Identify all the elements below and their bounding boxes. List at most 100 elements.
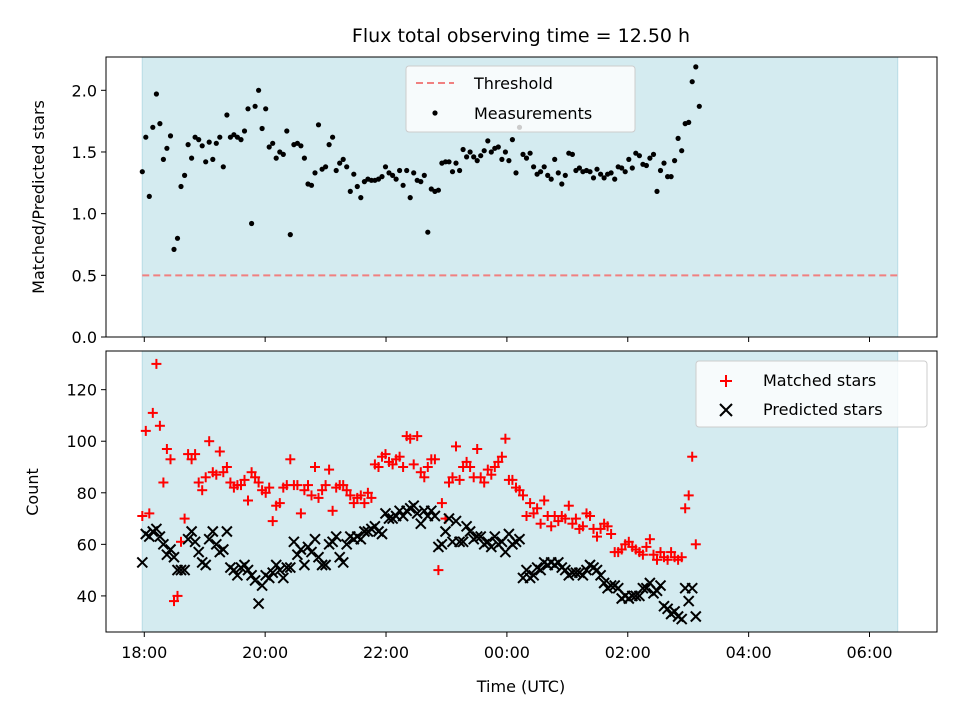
matched-star-point	[151, 358, 162, 369]
predicted-star-point	[690, 610, 702, 623]
matched-star-point	[172, 590, 183, 601]
predicted-star-point	[249, 574, 261, 587]
predicted-star-point	[376, 528, 388, 540]
measurement-point	[679, 148, 685, 154]
predicted-star-point	[309, 533, 321, 545]
matched-star-point	[253, 477, 264, 488]
measurement-point	[358, 195, 364, 201]
measurement-point	[629, 165, 635, 171]
measurement-point	[693, 64, 699, 70]
measurement-point	[284, 128, 290, 134]
top-axes-frame	[105, 56, 938, 338]
measurement-point	[562, 172, 568, 178]
measurement-point	[520, 151, 526, 157]
matched-star-point	[387, 459, 398, 470]
measurement-point	[182, 172, 188, 178]
predicted-star-point	[651, 585, 663, 597]
measurement-point	[210, 156, 216, 162]
measurement-point	[686, 119, 692, 125]
measurement-point	[245, 106, 251, 112]
matched-star-point	[560, 513, 571, 524]
matched-star-point	[161, 444, 172, 454]
measurement-point	[481, 148, 487, 154]
predicted-star-point	[337, 556, 349, 569]
measurement-point	[185, 142, 191, 148]
measurement-point	[499, 156, 505, 162]
measurement-point	[393, 176, 399, 182]
predicted-star-point	[217, 543, 230, 556]
measurement-point	[217, 134, 223, 140]
predicted-star-point	[266, 566, 279, 579]
measurement-point	[467, 149, 473, 155]
matched-star-point	[274, 498, 285, 509]
predicted-star-point	[231, 569, 244, 582]
predicted-star-point	[295, 543, 307, 556]
matched-star-point	[412, 431, 423, 442]
predicted-star-point	[305, 546, 318, 558]
x-tick-label: 06:00	[846, 643, 892, 662]
matched-star-point	[204, 436, 215, 447]
matched-star-point	[486, 469, 497, 480]
predicted-star-point	[577, 569, 589, 582]
predicted-star-point	[340, 538, 353, 551]
predicted-star-point	[281, 561, 293, 574]
predicted-star-point	[379, 507, 392, 520]
measurement-point	[203, 159, 209, 165]
bottom-x-ticks: 18:00 20:00 22:00 00:00 02:00 04:00 06:00	[121, 632, 893, 662]
measurement-point	[344, 164, 350, 170]
measurement-point	[552, 156, 558, 162]
measurement-point	[354, 183, 360, 190]
measurement-point	[263, 106, 269, 112]
matched-star-point	[539, 495, 550, 506]
predicted-star-point	[383, 512, 395, 525]
matched-star-point	[306, 490, 317, 501]
measurement-point	[608, 170, 614, 176]
measurement-point	[460, 146, 466, 153]
predicted-star-point	[686, 582, 698, 594]
x-tick-label: 18:00	[121, 643, 167, 662]
x-tick-label: 00:00	[484, 643, 530, 662]
predicted-star-point	[457, 536, 469, 548]
matched-star-point	[500, 433, 511, 444]
matched-star-point	[489, 462, 500, 472]
matched-star-point	[616, 544, 627, 555]
matched-star-point	[355, 490, 366, 501]
measurement-point	[601, 175, 607, 181]
matched-star-point	[345, 490, 356, 501]
matched-star-point	[147, 407, 158, 418]
legend-measurements-label: Measurements	[474, 104, 592, 123]
measurement-point	[612, 176, 618, 182]
measurement-point	[280, 151, 286, 157]
predicted-star-point	[513, 533, 526, 545]
predicted-star-point	[460, 520, 473, 533]
bottom-y-ticks: 40 60 80 100 120	[66, 381, 106, 606]
top-legend: Threshold Measurements	[405, 65, 636, 133]
measurement-point	[301, 155, 307, 161]
measurement-point	[390, 172, 396, 178]
measurement-point	[273, 155, 279, 161]
x-tick-label: 20:00	[242, 643, 288, 662]
predicted-star-point	[411, 507, 423, 520]
measurement-point	[143, 134, 149, 140]
predicted-star-point	[136, 556, 149, 569]
measurement-point	[153, 91, 159, 97]
measurement-point	[587, 169, 593, 175]
measurement-point	[478, 153, 484, 159]
legend-measurements-swatch	[432, 110, 438, 116]
matched-star-point	[154, 420, 165, 431]
x-tick-label: 04:00	[726, 643, 772, 662]
matched-star-point	[648, 549, 659, 560]
matched-star-point	[563, 500, 574, 511]
measurement-point	[189, 155, 195, 161]
measurement-point	[400, 182, 406, 188]
measurement-point	[315, 122, 322, 128]
x-tick-label: 22:00	[363, 643, 409, 662]
measurement-point	[337, 160, 343, 166]
predicted-star-point	[319, 559, 332, 571]
matched-star-point	[218, 467, 229, 478]
measurement-point	[689, 79, 695, 85]
predicted-star-point	[527, 569, 540, 582]
measurement-point	[312, 170, 318, 176]
predicted-star-point	[450, 515, 462, 527]
matched-star-point	[239, 474, 250, 485]
